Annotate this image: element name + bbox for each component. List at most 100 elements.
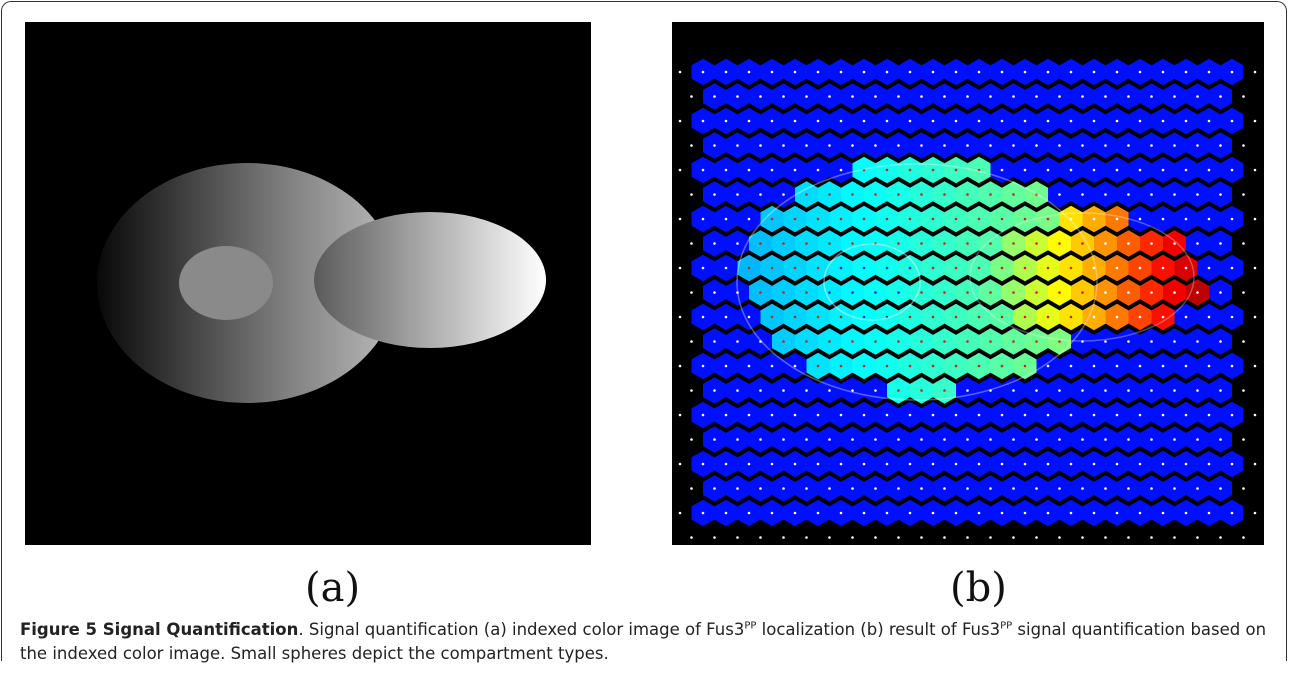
compartment-sphere: [1196, 340, 1199, 343]
compartment-sphere: [1162, 267, 1165, 270]
compartment-sphere: [1116, 218, 1119, 221]
compartment-sphere: [932, 169, 935, 172]
compartment-sphere: [1185, 365, 1188, 368]
compartment-sphere: [943, 438, 946, 441]
compartment-sphere: [989, 95, 992, 98]
compartment-sphere: [702, 169, 705, 172]
compartment-sphere: [1024, 365, 1027, 368]
compartment-sphere: [748, 316, 751, 319]
compartment-sphere: [909, 71, 912, 74]
compartment-sphere: [897, 340, 900, 343]
compartment-sphere: [713, 536, 716, 539]
compartment-sphere: [1047, 316, 1050, 319]
compartment-sphere: [886, 512, 889, 515]
compartment-sphere: [1081, 291, 1084, 294]
compartment-sphere: [989, 291, 992, 294]
compartment-sphere: [794, 120, 797, 123]
compartment-sphere: [851, 438, 854, 441]
compartment-sphere: [1208, 120, 1211, 123]
compartment-sphere: [1196, 242, 1199, 245]
compartment-sphere: [1208, 414, 1211, 417]
compartment-sphere: [1162, 316, 1165, 319]
compartment-sphere: [1231, 463, 1234, 466]
compartment-sphere: [1173, 438, 1176, 441]
compartment-sphere: [1231, 120, 1234, 123]
compartment-sphere: [943, 144, 946, 147]
compartment-sphere: [1001, 365, 1004, 368]
compartment-sphere: [794, 316, 797, 319]
compartment-sphere: [725, 365, 728, 368]
compartment-sphere: [1058, 95, 1061, 98]
compartment-sphere: [943, 389, 946, 392]
compartment-sphere: [955, 218, 958, 221]
compartment-sphere: [851, 487, 854, 490]
compartment-sphere: [978, 414, 981, 417]
compartment-sphere: [759, 438, 762, 441]
compartment-sphere: [1254, 414, 1257, 417]
compartment-sphere: [1185, 120, 1188, 123]
compartment-sphere: [897, 242, 900, 245]
compartment-sphere: [1231, 365, 1234, 368]
compartment-sphere: [713, 291, 716, 294]
compartment-sphere: [920, 438, 923, 441]
compartment-sphere: [1024, 414, 1027, 417]
compartment-sphere: [1116, 316, 1119, 319]
compartment-sphere: [989, 340, 992, 343]
compartment-sphere: [943, 340, 946, 343]
compartment-sphere: [1070, 267, 1073, 270]
compartment-sphere: [736, 193, 739, 196]
compartment-sphere: [1139, 316, 1142, 319]
compartment-sphere: [1219, 438, 1222, 441]
compartment-sphere: [1093, 169, 1096, 172]
compartment-sphere: [1242, 95, 1245, 98]
compartment-sphere: [725, 71, 728, 74]
compartment-sphere: [805, 95, 808, 98]
compartment-sphere: [828, 95, 831, 98]
compartment-sphere: [1127, 487, 1130, 490]
compartment-sphere: [1035, 144, 1038, 147]
compartment-sphere: [863, 512, 866, 515]
compartment-sphere: [920, 340, 923, 343]
compartment-sphere: [713, 487, 716, 490]
compartment-sphere: [1035, 438, 1038, 441]
compartment-sphere: [1185, 169, 1188, 172]
compartment-sphere: [805, 291, 808, 294]
compartment-sphere: [909, 414, 912, 417]
compartment-sphere: [1035, 536, 1038, 539]
compartment-sphere: [851, 340, 854, 343]
compartment-sphere: [1058, 536, 1061, 539]
compartment-sphere: [840, 512, 843, 515]
compartment-sphere: [702, 120, 705, 123]
compartment-sphere: [978, 365, 981, 368]
compartment-sphere: [1024, 120, 1027, 123]
compartment-sphere: [943, 536, 946, 539]
compartment-sphere: [1208, 316, 1211, 319]
compartment-sphere: [1219, 340, 1222, 343]
compartment-sphere: [851, 193, 854, 196]
compartment-sphere: [966, 487, 969, 490]
compartment-sphere: [817, 365, 820, 368]
compartment-sphere: [851, 144, 854, 147]
compartment-sphere: [1254, 316, 1257, 319]
compartment-sphere: [909, 463, 912, 466]
compartment-sphere: [805, 536, 808, 539]
compartment-sphere: [1035, 389, 1038, 392]
compartment-sphere: [1104, 144, 1107, 147]
panel-label: (a): [305, 565, 360, 611]
compartment-sphere: [805, 144, 808, 147]
compartment-sphere: [1162, 414, 1165, 417]
compartment-sphere: [1093, 365, 1096, 368]
compartment-sphere: [1150, 536, 1153, 539]
compartment-sphere: [805, 242, 808, 245]
compartment-sphere: [1231, 267, 1234, 270]
compartment-sphere: [1242, 291, 1245, 294]
compartment-sphere: [679, 365, 682, 368]
compartment-sphere: [1012, 144, 1015, 147]
compartment-sphere: [690, 487, 693, 490]
compartment-sphere: [909, 512, 912, 515]
compartment-sphere: [679, 218, 682, 221]
compartment-sphere: [932, 218, 935, 221]
compartment-sphere: [1104, 291, 1107, 294]
compartment-sphere: [1127, 193, 1130, 196]
compartment-sphere: [1104, 536, 1107, 539]
